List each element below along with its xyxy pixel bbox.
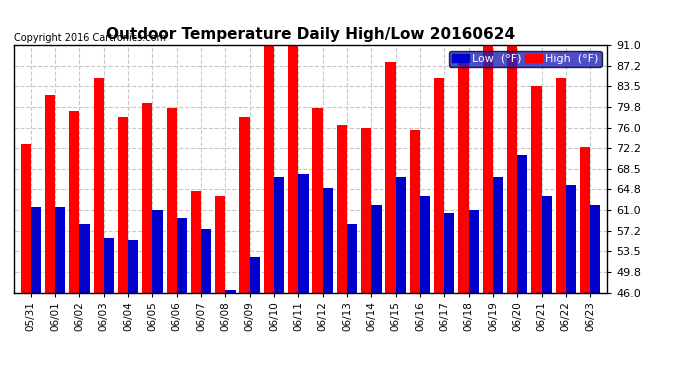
Bar (434, 78, 444, 375)
Bar (313, 108, 323, 375)
Bar (250, 257, 260, 375)
Bar (152, 210, 163, 375)
Bar (55, 207, 66, 375)
Legend: Low  (°F), High  (°F): Low (°F), High (°F) (448, 51, 602, 67)
Bar (264, 45, 274, 375)
Bar (347, 224, 357, 375)
Text: Copyright 2016 Cartronics.com: Copyright 2016 Cartronics.com (14, 33, 166, 42)
Bar (493, 177, 503, 375)
Bar (555, 78, 566, 375)
Bar (371, 204, 382, 375)
Bar (215, 196, 226, 375)
Bar (104, 237, 114, 375)
Bar (507, 45, 518, 375)
Bar (337, 125, 347, 375)
Bar (274, 177, 284, 375)
Bar (580, 147, 590, 375)
Bar (410, 130, 420, 375)
Bar (94, 78, 104, 375)
Bar (21, 144, 31, 375)
Bar (323, 188, 333, 375)
Bar (239, 117, 250, 375)
Bar (288, 45, 298, 375)
Bar (542, 196, 552, 375)
Bar (69, 111, 79, 375)
Bar (31, 207, 41, 375)
Bar (191, 191, 201, 375)
Bar (118, 117, 128, 375)
Bar (201, 229, 211, 375)
Bar (590, 204, 600, 375)
Bar (298, 174, 308, 375)
Bar (166, 108, 177, 375)
Bar (566, 185, 576, 375)
Bar (226, 290, 235, 375)
Bar (142, 103, 152, 375)
Bar (128, 240, 138, 375)
Bar (177, 218, 187, 375)
Bar (469, 210, 479, 375)
Bar (518, 155, 527, 375)
Bar (444, 213, 455, 375)
Bar (458, 62, 469, 375)
Bar (483, 45, 493, 375)
Bar (395, 177, 406, 375)
Bar (386, 62, 395, 375)
Bar (531, 86, 542, 375)
Bar (79, 224, 90, 375)
Title: Outdoor Temperature Daily High/Low 20160624: Outdoor Temperature Daily High/Low 20160… (106, 27, 515, 42)
Bar (420, 196, 430, 375)
Bar (361, 128, 371, 375)
Bar (45, 94, 55, 375)
